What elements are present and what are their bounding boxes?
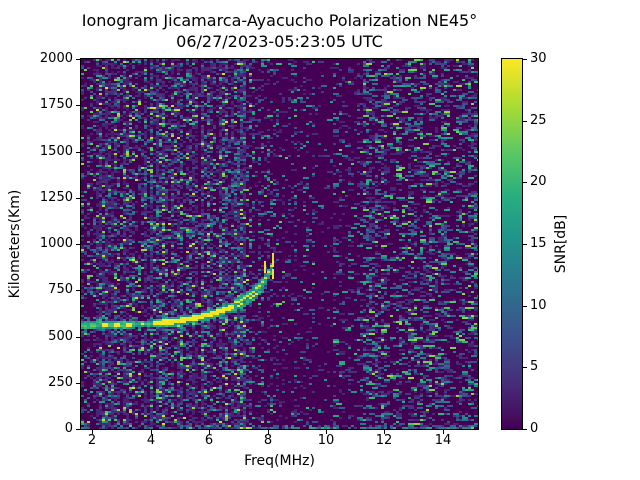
colorbar-tick-label: 5 xyxy=(530,359,539,374)
chart-title: Ionogram Jicamarca-Ayacucho Polarization… xyxy=(81,11,478,30)
y-tick-mark xyxy=(76,383,80,384)
colorbar-tick-label: 10 xyxy=(530,298,547,313)
chart-subtitle-timestamp: 06/27/2023-05:23:05 UTC xyxy=(176,32,383,51)
x-tick-label: 6 xyxy=(204,433,214,448)
y-tick-label: 500 xyxy=(48,329,73,344)
y-tick-label: 1000 xyxy=(39,236,73,251)
x-tick-label: 2 xyxy=(87,433,97,448)
x-tick-mark xyxy=(209,430,210,434)
x-tick-label: 10 xyxy=(317,433,335,448)
y-tick-mark xyxy=(76,105,80,106)
colorbar-tick-mark xyxy=(523,59,527,60)
colorbar-tick-label: 30 xyxy=(530,51,547,66)
y-tick-mark xyxy=(76,337,80,338)
y-tick-label: 2000 xyxy=(39,51,73,66)
x-tick-label: 4 xyxy=(146,433,156,448)
ionogram-heatmap-canvas xyxy=(81,59,478,429)
y-tick-label: 250 xyxy=(48,375,73,390)
colorbar-tick-label: 20 xyxy=(530,174,547,189)
x-tick-label: 14 xyxy=(434,433,452,448)
x-axis-label: Freq(MHz) xyxy=(244,453,315,469)
y-axis-label: Kilometers(Km) xyxy=(7,189,23,299)
y-tick-mark xyxy=(76,152,80,153)
y-tick-mark xyxy=(76,59,80,60)
colorbar-tick-mark xyxy=(523,429,527,430)
y-tick-label: 1500 xyxy=(39,144,73,159)
x-tick-mark xyxy=(151,430,152,434)
colorbar xyxy=(501,58,523,430)
y-tick-label: 0 xyxy=(64,421,73,436)
y-tick-mark xyxy=(76,198,80,199)
colorbar-tick-mark xyxy=(523,306,527,307)
y-tick-mark xyxy=(76,290,80,291)
x-tick-mark xyxy=(268,430,269,434)
colorbar-tick-label: 0 xyxy=(530,421,539,436)
colorbar-tick-mark xyxy=(523,367,527,368)
x-tick-mark xyxy=(326,430,327,434)
x-tick-mark xyxy=(92,430,93,434)
x-tick-mark xyxy=(384,430,385,434)
x-tick-label: 8 xyxy=(263,433,273,448)
y-tick-mark xyxy=(76,429,80,430)
y-tick-mark xyxy=(76,244,80,245)
colorbar-tick-mark xyxy=(523,244,527,245)
colorbar-tick-mark xyxy=(523,182,527,183)
y-tick-label: 1750 xyxy=(39,97,73,112)
plot-area xyxy=(80,58,479,430)
x-tick-mark xyxy=(443,430,444,434)
colorbar-tick-label: 25 xyxy=(530,113,547,128)
y-tick-label: 750 xyxy=(48,282,73,297)
x-tick-label: 12 xyxy=(375,433,393,448)
colorbar-tick-label: 15 xyxy=(530,236,547,251)
colorbar-tick-mark xyxy=(523,121,527,122)
y-tick-label: 1250 xyxy=(39,190,73,205)
